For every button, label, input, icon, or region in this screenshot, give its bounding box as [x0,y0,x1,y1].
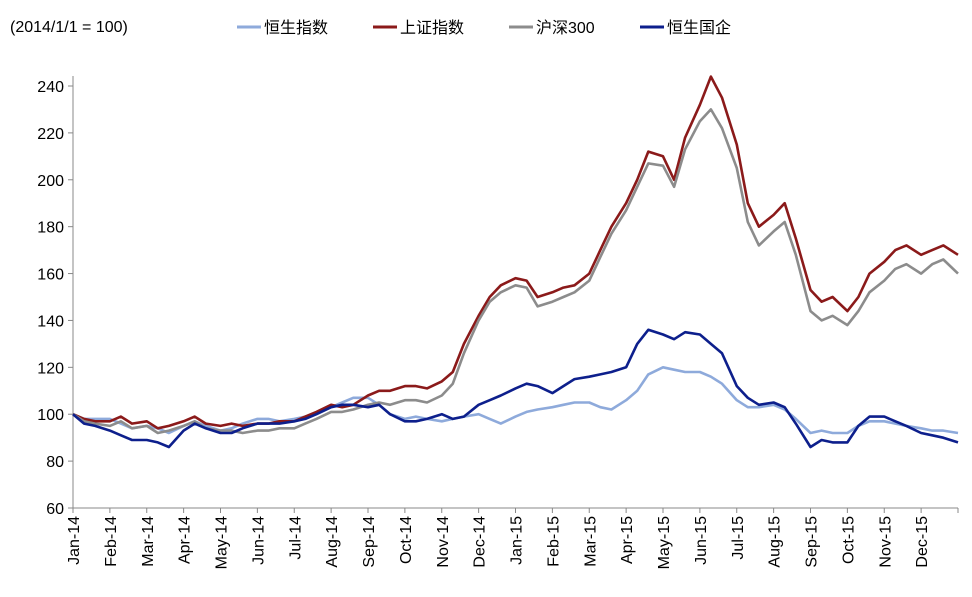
x-tick-label: Jul-14 [287,516,304,560]
legend-label: 恒生指数 [264,19,328,37]
x-tick-label: May-15 [656,516,673,569]
series-line-3 [72,108,959,435]
x-tick-label: Jun-14 [250,516,267,565]
x-tick-label: Feb-15 [545,516,562,567]
x-tick-label: Dec-14 [472,516,489,568]
x-tick-label: Feb-14 [103,516,120,567]
x-tick-label: Nov-14 [435,516,452,568]
x-tick-label: Mar-14 [140,516,157,567]
y-axis: 60 80 100 120 140 160 180 200 220 240 [37,76,74,518]
x-tick-label: Sep-14 [361,516,378,568]
plot-area [72,75,959,449]
x-tick-label: Dec-15 [914,516,931,568]
x-tick-label: Aug-14 [324,516,341,568]
series-line-4 [72,328,959,449]
x-tick-label: Jul-15 [730,516,747,560]
x-tick-label: Mar-15 [582,516,599,567]
chart-note: (2014/1/1 = 100) [10,19,128,36]
y-tick-label: 220 [37,126,64,143]
y-tick-label: 200 [37,173,64,190]
y-tick-label: 60 [46,501,64,518]
y-tick-label: 240 [37,79,64,96]
legend-label: 上证指数 [400,19,464,37]
legend-label: 恒生国企 [667,19,731,37]
x-tick-label: Apr-14 [177,516,194,564]
y-tick-label: 80 [46,454,64,471]
x-tick-label: Nov-15 [877,516,894,568]
x-tick-label: Aug-15 [767,516,784,568]
legend: 恒生指数 上证指数 沪深300 恒生国企 [237,19,731,37]
y-tick-label: 120 [37,360,64,377]
y-tick-label: 180 [37,220,64,237]
legend-label: 沪深300 [536,19,595,37]
y-tick-label: 100 [37,407,64,424]
x-axis: Jan-14 Feb-14 Mar-14 Apr-14 May-14 Jun-14 Jul-… [66,507,959,569]
y-tick-label: 160 [37,267,64,284]
x-tick-label: Jan-15 [509,516,526,565]
x-tick-label: Apr-15 [619,516,636,564]
x-tick-label: Oct-15 [840,516,857,564]
y-tick-label: 140 [37,313,64,330]
x-tick-label: Jun-15 [693,516,710,565]
x-tick-label: May-14 [214,516,231,569]
x-tick-label: Sep-15 [804,516,821,568]
x-tick-label: Jan-14 [66,516,83,565]
x-tick-label: Oct-14 [398,516,415,564]
series-line-2 [72,75,959,430]
